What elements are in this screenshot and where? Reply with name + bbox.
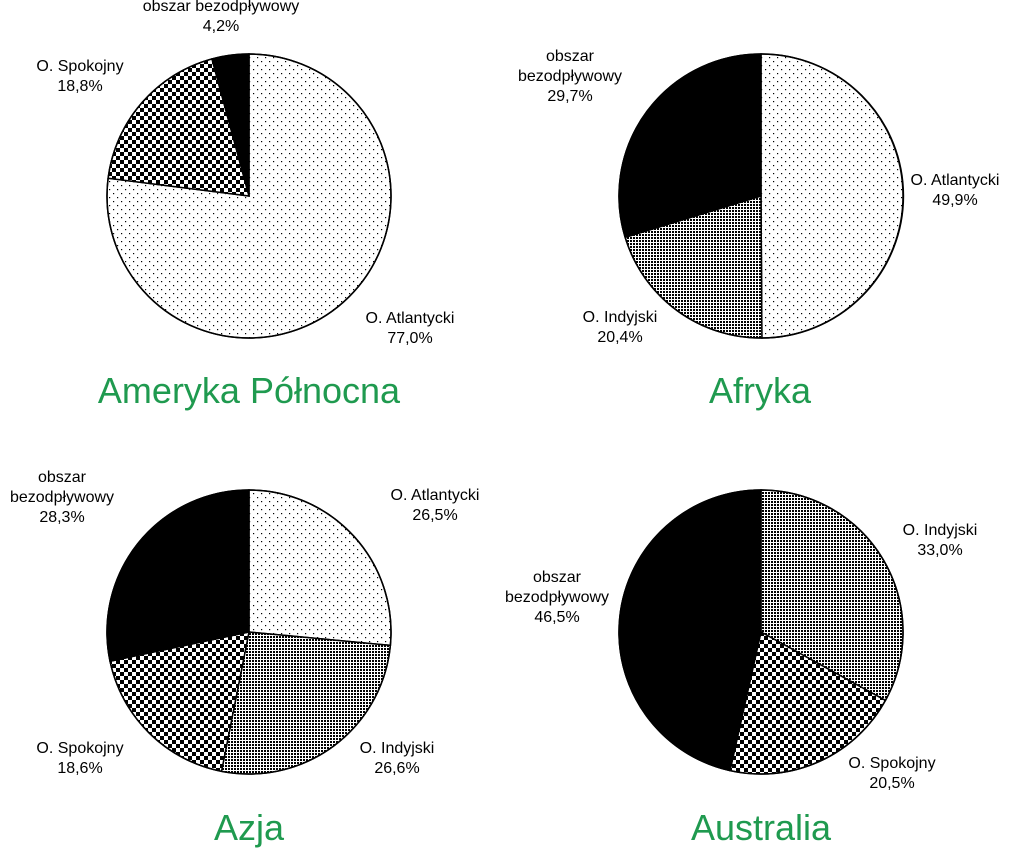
slice-label: O. Spokojny 18,6% — [36, 740, 123, 777]
chart-title: Australia — [691, 807, 832, 848]
slice-label: obszar bezodpływowy 4,2% — [143, 0, 300, 35]
slice-name: bezodpływowy — [518, 68, 622, 85]
slice-name: O. Indyjski — [360, 740, 435, 757]
pie-outline — [106, 53, 392, 339]
slice-label: O. Indyjski 26,6% — [360, 740, 435, 777]
slice-value: 18,8% — [57, 78, 102, 95]
pie-chart-1: O. Atlantycki 77,0% O. Spokojny 18,8% obszar… — [36, 0, 454, 411]
slice-value: 18,6% — [57, 760, 102, 777]
slice-value: 20,5% — [869, 775, 914, 792]
slice-label: obszar bezodpływowy 28,3% — [10, 469, 114, 526]
pie-chart-3: O. Atlantycki 26,5% O. Indyjski 26,6% O. Spo… — [10, 469, 479, 848]
pie-outline — [618, 489, 904, 775]
slice-name: bezodpływowy — [10, 489, 114, 506]
slice-name: O. Indyjski — [903, 522, 978, 539]
slice-name: O. Spokojny — [36, 58, 123, 75]
slice-value: 49,9% — [932, 192, 977, 209]
slice-label: O. Indyjski 33,0% — [903, 522, 978, 559]
slice-name: obszar bezodpływowy — [143, 0, 300, 15]
slice-label: O. Atlantycki 49,9% — [911, 172, 1000, 209]
slice-name: obszar — [38, 469, 87, 486]
pie-chart-2: O. Atlantycki 49,9% O. Indyjski 20,4% obszar… — [518, 48, 999, 411]
slice-name: obszar — [533, 569, 582, 586]
slice-value: 26,5% — [412, 507, 457, 524]
pie-outline — [106, 489, 392, 775]
slice-name: O. Spokojny — [848, 755, 935, 772]
pie-outline — [618, 53, 904, 339]
slice-name: O. Atlantycki — [391, 487, 480, 504]
slice-label: O. Spokojny 20,5% — [848, 755, 935, 792]
slice-value: 26,6% — [374, 760, 419, 777]
slice-value: 77,0% — [387, 330, 432, 347]
pie-slice — [760, 53, 905, 339]
pie-chart-4: O. Indyjski 33,0% O. Spokojny 20,5% obszar be… — [505, 489, 978, 848]
slice-name: O. Atlantycki — [366, 310, 455, 327]
slice-name: O. Atlantycki — [911, 172, 1000, 189]
slice-name: obszar — [546, 48, 595, 65]
slice-name: O. Spokojny — [36, 740, 123, 757]
slice-value: 20,4% — [597, 329, 642, 346]
slice-name: O. Indyjski — [583, 309, 658, 326]
slice-name: bezodpływowy — [505, 589, 609, 606]
chart-title: Afryka — [709, 370, 812, 411]
pie-slice — [248, 489, 392, 647]
slice-label: obszar bezodpływowy 46,5% — [505, 569, 609, 626]
chart-title: Azja — [214, 807, 285, 848]
slice-label: O. Indyjski 20,4% — [583, 309, 658, 346]
pie-slice — [106, 489, 250, 663]
slice-label: O. Atlantycki 77,0% — [366, 310, 455, 347]
slice-label: obszar bezodpływowy 29,7% — [518, 48, 622, 105]
slice-value: 4,2% — [203, 18, 239, 35]
slice-value: 33,0% — [917, 542, 962, 559]
slice-label: O. Atlantycki 26,5% — [391, 487, 480, 524]
slice-value: 28,3% — [39, 509, 84, 526]
slice-label: O. Spokojny 18,8% — [36, 58, 123, 95]
pie-slice — [618, 489, 762, 772]
chart-title: Ameryka Północna — [98, 370, 401, 411]
slice-value: 29,7% — [547, 88, 592, 105]
slice-value: 46,5% — [534, 609, 579, 626]
